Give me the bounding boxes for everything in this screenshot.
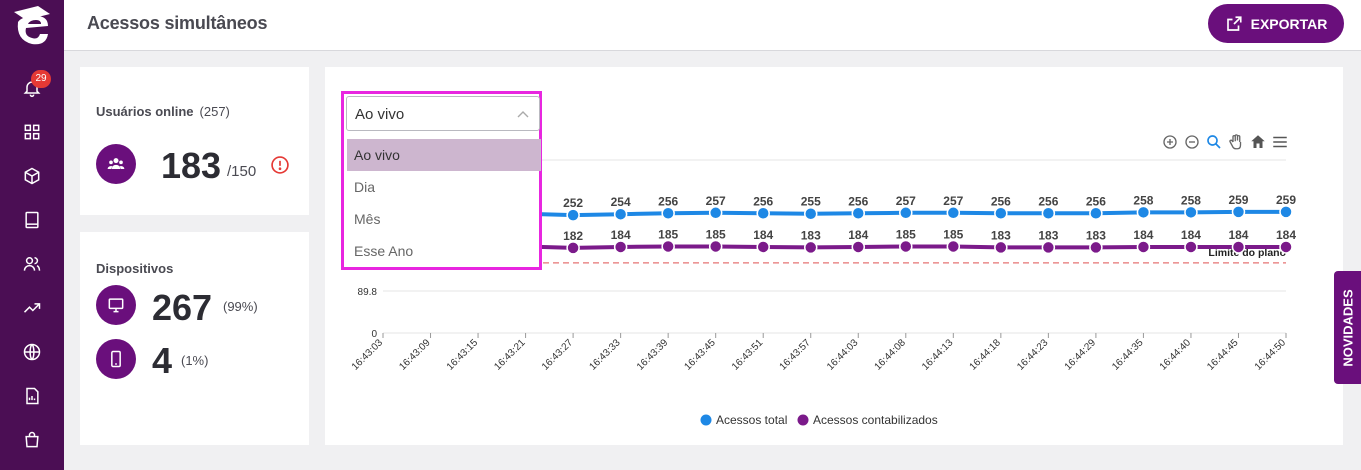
- sidebar: 29: [0, 0, 64, 470]
- sidebar-item-reports[interactable]: [0, 376, 64, 416]
- mobile-pct: (1%): [181, 353, 209, 368]
- online-users-card: Usuários online (257) 183 /150: [80, 67, 309, 215]
- period-option-year[interactable]: Esse Ano: [354, 243, 414, 259]
- desktop-value: 267: [152, 287, 213, 328]
- mobile-avatar: [96, 339, 136, 379]
- cube-icon: [24, 167, 40, 185]
- online-users-value: 183: [161, 145, 222, 186]
- period-select-value: Ao vivo: [355, 106, 405, 123]
- sidebar-item-users[interactable]: [0, 244, 64, 284]
- online-users-avatar: [96, 144, 136, 184]
- home-reset-icon[interactable]: [1249, 133, 1267, 151]
- zoom-in-icon[interactable]: [1161, 133, 1179, 151]
- news-tab[interactable]: NOVIDADES: [1334, 271, 1361, 384]
- desktop-icon: [108, 298, 124, 313]
- news-tab-label: NOVIDADES: [1340, 288, 1355, 367]
- chart-toolbar: [1161, 133, 1289, 151]
- sidebar-item-analytics[interactable]: [0, 288, 64, 328]
- online-users-total: (257): [199, 104, 230, 119]
- pan-hand-icon[interactable]: [1227, 133, 1245, 151]
- period-option-day[interactable]: Dia: [354, 179, 376, 195]
- mobile-icon: [111, 350, 121, 368]
- devices-label: Dispositivos: [96, 261, 174, 276]
- export-icon: [1226, 15, 1242, 31]
- online-users-limit: /150: [227, 163, 257, 180]
- group-icon: [107, 158, 125, 169]
- mobile-value: 4: [152, 340, 173, 381]
- header: Acessos simultâneos EXPORTAR: [64, 0, 1361, 51]
- page-title: Acessos simultâneos: [87, 13, 268, 33]
- sidebar-item-store[interactable]: [0, 420, 64, 460]
- export-button[interactable]: EXPORTAR: [1208, 4, 1344, 43]
- period-option-month[interactable]: Mês: [354, 211, 381, 227]
- sidebar-item-courses[interactable]: [0, 200, 64, 240]
- export-label: EXPORTAR: [1250, 15, 1328, 32]
- desktop-pct: (99%): [223, 299, 258, 314]
- notification-badge: 29: [31, 70, 51, 88]
- desktop-avatar: [96, 285, 136, 325]
- selection-zoom-icon[interactable]: [1205, 133, 1223, 151]
- sidebar-item-products[interactable]: [0, 156, 64, 196]
- period-select[interactable]: Ao vivo: [346, 96, 540, 131]
- period-option-live[interactable]: Ao vivo: [347, 139, 541, 171]
- users-icon: [23, 257, 41, 271]
- globe-icon: [23, 343, 41, 361]
- alert-icon[interactable]: [270, 155, 290, 175]
- report-icon: [26, 387, 39, 405]
- period-dropdown: Ao vivo Ao vivo Dia Mês Esse Ano: [341, 91, 542, 270]
- zoom-out-icon[interactable]: [1183, 133, 1201, 151]
- store-icon: [25, 431, 39, 448]
- devices-card: Dispositivos 267 (99%) 4 (1%): [80, 232, 309, 445]
- app-logo-icon[interactable]: [8, 4, 56, 48]
- sidebar-item-web[interactable]: [0, 332, 64, 372]
- online-users-label: Usuários online (257): [96, 104, 230, 119]
- online-users-title: Usuários online: [96, 104, 194, 119]
- chevron-up-icon: [517, 111, 529, 118]
- trend-icon: [23, 303, 41, 313]
- book-icon: [25, 211, 39, 229]
- sidebar-item-dashboard[interactable]: [0, 112, 64, 152]
- menu-icon[interactable]: [1271, 133, 1289, 151]
- dashboard-grid-icon: [24, 124, 40, 140]
